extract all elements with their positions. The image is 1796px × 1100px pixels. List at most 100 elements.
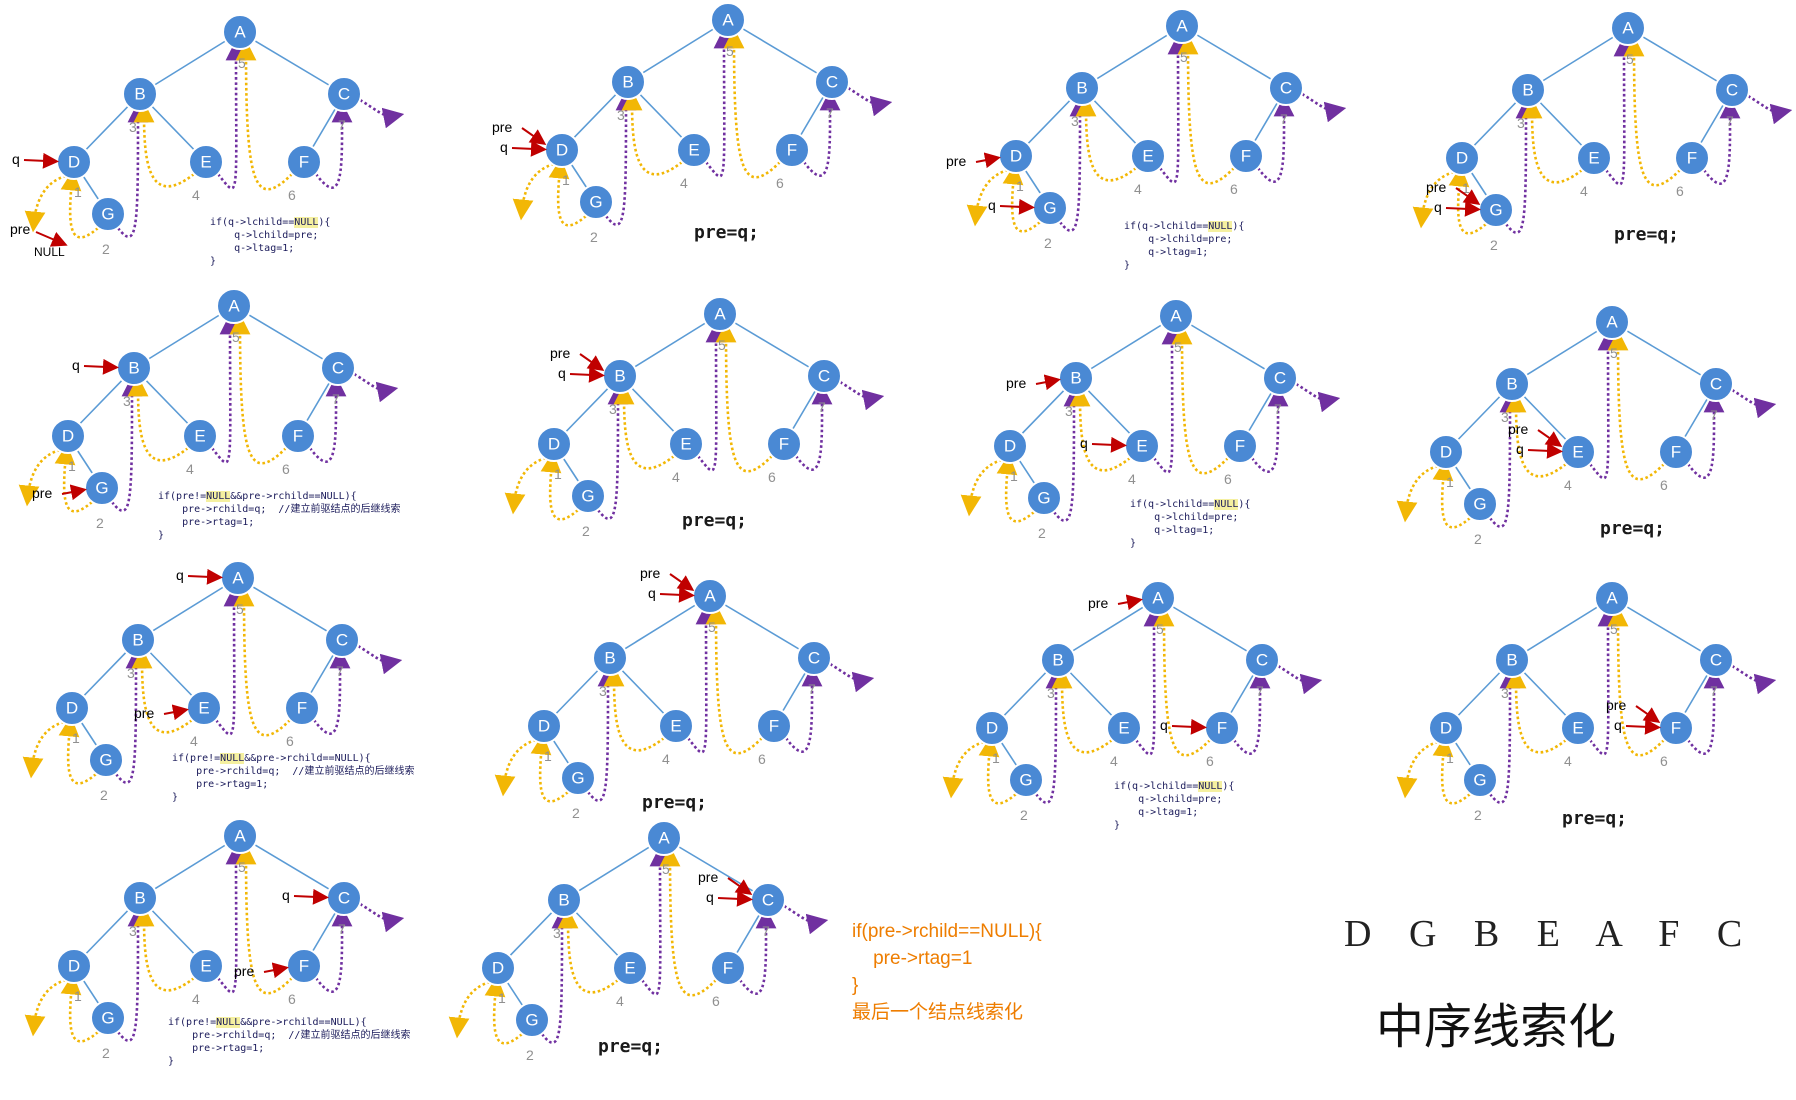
tree-edge-AC [239,31,345,95]
thread-e-left [557,907,619,994]
tree-edge-AB [1527,27,1629,91]
tree-node-c: C [1262,360,1298,396]
svg-text:C: C [1256,651,1268,670]
tree-edge-AB [139,31,241,95]
tree-node-f: F [766,426,802,462]
tree-node-g: G [570,478,606,514]
thread-number-4: 4 [1564,477,1572,493]
thread-e-right [1134,605,1165,756]
q-pointer-label: q [648,585,656,601]
svg-text:B: B [128,359,139,378]
pre-pointer-arrow [1635,705,1661,723]
thread-d-left [512,162,555,221]
thread-c-right [353,372,399,403]
svg-text:D: D [66,699,78,718]
ltag-code-7: if(q->lchild==NULL){ q->lchild=pre; q->l… [1130,499,1251,549]
pre-assign-code-14: pre=q; [598,1036,664,1057]
thread-c-right [359,98,405,129]
tree-node-e: E [1560,434,1596,470]
svg-text:F: F [1671,443,1681,462]
q-pointer-arrow [187,568,223,585]
thread-f-right [314,905,353,993]
tree-node-d: D [974,710,1010,746]
thread-e-left [133,905,195,992]
svg-text:E: E [680,435,691,454]
thread-f-left [235,843,293,995]
tree-node-g: G [514,1002,550,1038]
pre-assign-code-2: pre=q; [694,222,760,243]
thread-e-left [1075,95,1137,182]
thread-f-left [235,39,293,191]
ltag-code-11: if(q->lchild==NULL){ q->lchild=pre; q->l… [1114,781,1235,831]
thread-f-left [659,845,717,997]
q-pointer-label: q [558,365,566,381]
svg-text:E: E [200,957,211,976]
tree-node-b: B [120,622,156,658]
pre-pointer-arrow [1537,429,1563,447]
tree-edge-AC [719,313,825,377]
thread-c-right [1731,664,1777,695]
thread-f-left [233,585,291,737]
svg-text:G: G [581,487,594,506]
q-pointer-label: q [706,889,714,905]
pre-pointer-label: pre [1606,697,1626,713]
thread-g-right [586,665,619,803]
svg-text:A: A [234,23,246,42]
thread-e-left [1069,385,1131,472]
thread-number-5: 5 [708,619,716,635]
svg-text:F: F [1241,147,1251,166]
thread-number-2: 2 [582,523,590,539]
thread-f-right [1256,95,1295,183]
thread-number-1: 1 [74,988,82,1004]
tree-node-g: G [84,470,120,506]
thread-number-3: 3 [609,401,617,417]
thread-f-right [1686,667,1725,755]
thread-number-3: 3 [129,923,137,939]
thread-number-1: 1 [1016,178,1024,194]
thread-number-2: 2 [1474,531,1482,547]
tree-node-e: E [1106,710,1142,746]
thread-number-4: 4 [1564,753,1572,769]
tree-node-g: G [578,184,614,220]
thread-number-4: 4 [1580,183,1588,199]
thread-number-7: 7 [1280,111,1288,127]
thread-number-5: 5 [662,861,670,877]
q-pointer-label: q [176,567,184,583]
svg-text:D: D [1004,437,1016,456]
svg-text:G: G [1019,771,1032,790]
thread-number-6: 6 [1660,477,1668,493]
thread-number-5: 5 [718,337,726,353]
tree-node-e: E [668,426,704,462]
q-pointer-label: q [282,887,290,903]
thread-number-1: 1 [554,466,562,482]
tree-node-a: A [702,296,738,332]
thread-number-5: 5 [1174,339,1182,355]
thread-d-left [24,174,67,233]
thread-number-1: 1 [68,458,76,474]
pre-pointer-arrow [163,704,189,721]
svg-text:B: B [1052,651,1063,670]
tree-node-g: G [88,742,124,778]
tree-edge-AB [139,835,241,899]
tree-node-d: D [992,428,1028,464]
thread-c-right [783,904,829,935]
thread-c-right [1747,94,1793,125]
svg-text:C: C [1710,375,1722,394]
thread-number-6: 6 [286,733,294,749]
svg-text:C: C [1710,651,1722,670]
tree-node-b: B [610,64,646,100]
tree-node-d: D [998,138,1034,174]
thread-number-5: 5 [1610,345,1618,361]
svg-text:F: F [1235,437,1245,456]
thread-number-2: 2 [1474,807,1482,823]
tree-edge-AB [1511,321,1613,385]
svg-text:F: F [1687,149,1697,168]
thread-number-6: 6 [1230,181,1238,197]
svg-text:G: G [525,1011,538,1030]
tree-node-c: C [326,880,362,916]
thread-e-left [1505,391,1567,478]
tree-edge-AB [619,313,721,377]
thread-number-4: 4 [1110,753,1118,769]
tree-node-a: A [1158,298,1194,334]
